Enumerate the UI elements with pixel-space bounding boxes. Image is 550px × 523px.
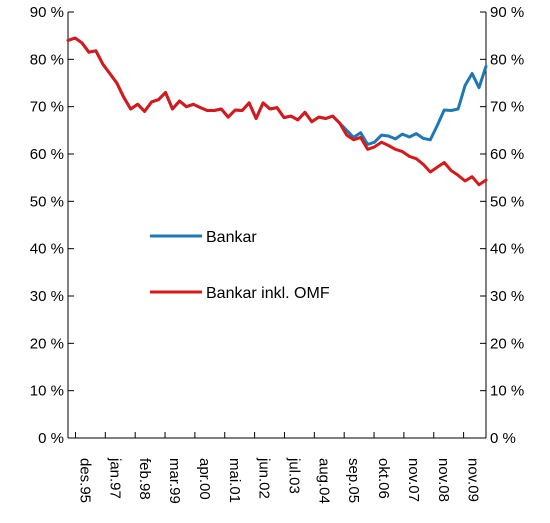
x-tick-label: des.95 (76, 458, 93, 503)
x-tick-label: nov.08 (435, 458, 452, 502)
left-y-tick-label: 40 % (30, 241, 64, 258)
right-y-tick-label: 10 % (490, 383, 524, 400)
right-y-tick-label: 40 % (490, 241, 524, 258)
right-y-tick-label: 70 % (490, 99, 524, 116)
legend: Bankar Bankar inkl. OMF (150, 229, 330, 302)
right-y-tick-label: 80 % (490, 51, 524, 68)
x-tick-label: sep.05 (345, 458, 362, 503)
left-y-tick-label: 30 % (30, 288, 64, 305)
series-line-bankar-omf (66, 36, 488, 187)
x-tick-label: jan.97 (106, 457, 123, 499)
x-tick-label: jul.03 (285, 457, 302, 494)
x-axis: des.95 jan.97 feb.98 mar.99 apr.00 mai.01 jun.… (74, 432, 482, 504)
x-tick-label: apr.00 (196, 458, 213, 500)
x-tick-label: feb.98 (136, 458, 153, 500)
right-y-tick-label: 0 % (490, 430, 516, 447)
left-y-tick-label: 90 % (30, 4, 64, 21)
left-y-tick-label: 50 % (30, 193, 64, 210)
x-tick-label: nov.07 (405, 458, 422, 502)
legend-label-bankar: Bankar (206, 229, 257, 246)
right-y-tick-label: 30 % (490, 288, 524, 305)
x-tick-label: nov.09 (465, 458, 482, 502)
left-y-axis: 0 % 10 % 20 % 30 % 40 % 50 % 60 % 70 % 80 % 90 % (30, 4, 74, 447)
x-tick-label: jun.02 (256, 457, 273, 499)
left-y-tick-label: 0 % (38, 430, 64, 447)
left-y-tick-label: 60 % (30, 146, 64, 163)
series-layer (66, 36, 488, 187)
x-tick-label: okt.06 (375, 458, 392, 499)
right-y-tick-label: 90 % (490, 4, 524, 21)
x-tick-label: mai.01 (226, 458, 243, 503)
series-line-bankar (66, 36, 488, 146)
right-y-tick-label: 60 % (490, 146, 524, 163)
x-tick-label: mar.99 (166, 458, 183, 504)
right-y-tick-label: 20 % (490, 335, 524, 352)
x-tick-label: aug.04 (315, 458, 332, 504)
left-y-tick-label: 10 % (30, 383, 64, 400)
left-y-tick-label: 20 % (30, 335, 64, 352)
right-y-tick-label: 50 % (490, 193, 524, 210)
left-y-tick-label: 80 % (30, 51, 64, 68)
left-y-tick-label: 70 % (30, 99, 64, 116)
plot-frame (67, 12, 487, 439)
right-y-axis: 0 % 10 % 20 % 30 % 40 % 50 % 60 % 70 % 80 % 90 % (480, 4, 524, 447)
legend-label-bankar-omf: Bankar inkl. OMF (206, 285, 330, 302)
